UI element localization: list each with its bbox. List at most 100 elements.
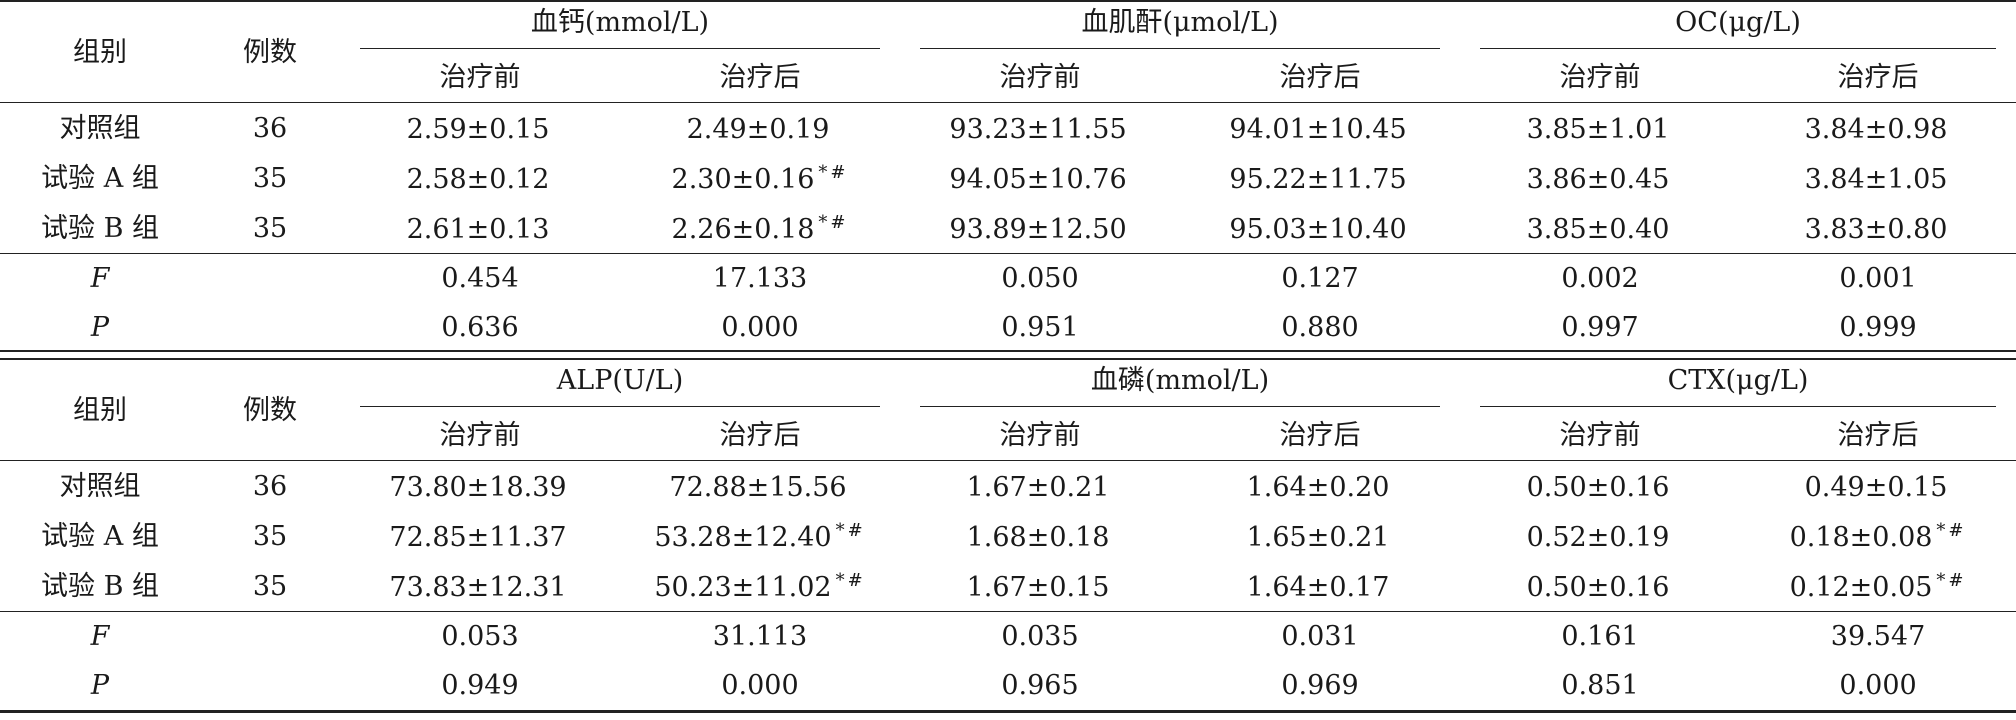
value: 3.84±0.98 [1804,113,1948,145]
value: 72.85±11.37 [389,521,567,553]
data-cell: 0.50±0.16 [1460,461,1740,512]
stat-label: P [90,670,110,701]
data-cell: 0.12±0.05 *# [1740,561,2016,612]
n-value: 35 [200,203,340,254]
timepoint-header: 治疗前 [1460,52,1741,103]
data-cell: 93.23±11.55 [900,103,1180,154]
value: 3.84±1.05 [1804,163,1948,195]
stat-value: 0.001 [1839,263,1917,294]
stat-value: 0.880 [1281,312,1359,343]
double-rule-divider [0,350,2016,354]
data-cell: 0.52±0.19 [1460,511,1740,561]
stat-value: 0.161 [1561,621,1639,652]
stat-row-f: F 0.454 17.133 0.050 0.127 0.002 0.001 [0,254,2016,304]
data-cell: 94.01±10.45 [1180,103,1460,154]
measure-header-label: ALP(U/L) [360,363,881,407]
stat-value: 0.949 [441,670,519,701]
data-cell: 1.67±0.21 [900,461,1180,512]
significance-mark: *# [818,211,849,233]
measure-header: 血肌酐(μmol/L) [900,1,1460,52]
measure-header-label: CTX(μg/L) [1480,363,1997,407]
significance-mark: *# [1936,519,1967,541]
value: 95.22±11.75 [1229,163,1407,195]
value: 93.23±11.55 [949,113,1127,145]
value: 2.59±0.15 [406,113,550,145]
data-cell: 93.89±12.50 [900,203,1181,254]
group-label: 试验 B 组 [0,203,200,254]
significance-mark: *# [835,569,866,591]
stat-value: 0.053 [441,621,519,652]
group-label: 试验 B 组 [0,561,200,612]
stat-value: 39.547 [1830,621,1926,652]
data-cell: 1.67±0.15 [900,561,1181,612]
stat-value: 0.000 [721,312,799,343]
table-row: 对照组 36 73.80±18.39 72.88±15.56 1.67±0.21… [0,461,2016,512]
stat-value: 0.035 [1001,621,1079,652]
stat-value: 0.951 [1001,312,1079,343]
data-cell: 73.83±12.31 [340,561,620,612]
table-row: 试验 A 组 35 2.58±0.12 2.30±0.16 *# 94.05±10… [0,153,2016,203]
group-label: 对照组 [59,470,141,502]
data-cell: 1.64±0.17 [1180,561,1461,612]
empty-cell [200,254,340,304]
data-cell: 2.61±0.13 [340,203,620,254]
n-column-header: 例数 [200,359,340,461]
group-label: 试验 A 组 [41,162,159,194]
header-row-timepoints: 治疗前 治疗后 治疗前 治疗后 治疗前 治疗后 [0,410,2016,461]
header-row-timepoints: 治疗前 治疗后 治疗前 治疗后 治疗前 治疗后 [0,52,2016,103]
table-row: 试验 B 组 35 73.83±12.31 50.23±11.02 *# 1.67… [0,561,2016,612]
value: 72.88±15.56 [669,471,847,503]
value: 93.89±12.50 [949,213,1127,245]
stat-value: 0.454 [441,263,519,294]
stat-value: 0.000 [1839,670,1917,701]
data-cell: 1.68±0.18 [900,511,1180,561]
group-label: 对照组 [59,112,141,144]
stat-value: 0.127 [1281,263,1359,294]
stat-value: 0.851 [1561,670,1639,701]
value: 1.65±0.21 [1246,521,1390,553]
data-cell: 0.50±0.16 [1460,561,1741,612]
data-cell: 2.26±0.18 *# [620,203,901,254]
header-row-measures: 组别 例数 ALP(U/L) 血磷(mmol/L) CTX(μg/L) [0,359,2016,461]
data-cell: 1.65±0.21 [1180,511,1460,561]
measure-header-label: 血磷(mmol/L) [920,363,1441,407]
value: 3.85±0.40 [1526,213,1670,245]
table-lower: 组别 例数 ALP(U/L) 血磷(mmol/L) CTX(μg/L) 治疗前 … [0,358,2016,713]
stat-row-f: F 0.053 31.113 0.035 0.031 0.161 39.547 [0,612,2016,662]
value: 0.50±0.16 [1526,471,1670,503]
value: 3.83±0.80 [1804,213,1948,245]
timepoint-header: 治疗前 [340,410,620,461]
value: 2.49±0.19 [686,113,830,145]
data-cell: 94.05±10.76 [900,153,1180,203]
value: 0.12±0.05 [1789,571,1933,603]
value: 0.52±0.19 [1526,521,1670,553]
measure-header: OC(μg/L) [1460,1,2016,52]
stat-value: 0.000 [721,670,799,701]
stat-value: 0.969 [1281,670,1359,701]
value: 0.50±0.16 [1526,571,1670,603]
table-row: 试验 B 组 35 2.61±0.13 2.26±0.18 *# 93.89±12… [0,203,2016,254]
data-cell: 3.84±0.98 [1740,103,2016,154]
value: 2.30±0.16 [671,163,815,195]
timepoint-header: 治疗后 [620,410,901,461]
stat-row-p: P 0.636 0.000 0.951 0.880 0.997 0.999 [0,303,2016,352]
timepoint-header: 治疗前 [1460,410,1741,461]
stat-value: 0.965 [1001,670,1079,701]
data-cell: 0.49±0.15 [1740,461,2016,512]
stat-label: F [90,263,110,294]
data-cell: 2.49±0.19 [620,103,900,154]
significance-mark: *# [835,519,866,541]
data-cell: 3.86±0.45 [1460,153,1740,203]
value: 1.68±0.18 [966,521,1110,553]
value: 0.18±0.08 [1789,521,1933,553]
stat-value: 0.636 [441,312,519,343]
measure-header-label: 血钙(mmol/L) [360,5,881,49]
value: 0.49±0.15 [1804,471,1948,503]
value: 1.64±0.20 [1246,471,1390,503]
data-cell: 3.85±1.01 [1460,103,1740,154]
stat-value: 0.997 [1561,312,1639,343]
data-cell: 0.18±0.08 *# [1740,511,2016,561]
measure-header: CTX(μg/L) [1460,359,2016,410]
value: 94.01±10.45 [1229,113,1407,145]
timepoint-header: 治疗前 [340,52,620,103]
